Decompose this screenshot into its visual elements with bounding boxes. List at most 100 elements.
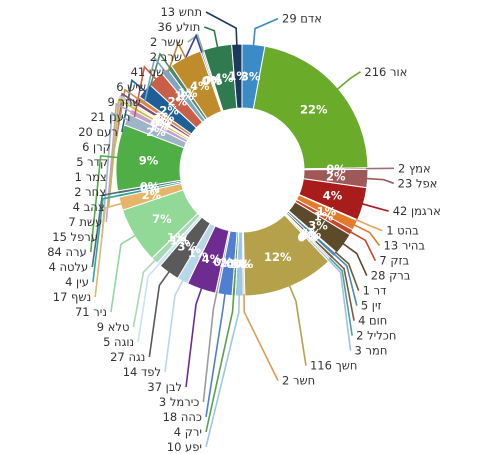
slice-label: צמר 1 — [75, 170, 107, 184]
slice-label: נגה 27 — [110, 350, 145, 364]
slice-label: אפל 23 — [398, 176, 438, 190]
leader-line — [185, 33, 203, 58]
slice-label: ששר 2 — [150, 35, 184, 49]
slice-percent-label: 0% — [213, 255, 233, 269]
slice-percent-label: 4% — [202, 252, 222, 266]
slice-label: רעם 20 — [78, 125, 118, 139]
slice-percent-label: 0% — [234, 257, 254, 271]
percent-labels-layer: 3%22%0%2%4%1%1%3%1%0%0%0%12%0%1%0%2%0%4%… — [139, 69, 347, 271]
slice-percent-label: 2% — [159, 104, 179, 118]
leader-line — [110, 234, 137, 313]
slice-label: כירמל 3 — [159, 395, 199, 409]
leader-line — [336, 71, 361, 91]
slice-label: יפע 10 — [167, 440, 202, 454]
leader-line — [205, 293, 241, 448]
leader-line — [133, 65, 158, 118]
leader-line — [205, 292, 226, 418]
slice-label: ערה 84 — [47, 245, 87, 259]
slice-percent-label: 2% — [326, 169, 346, 183]
leader-line — [148, 270, 171, 358]
slice-percent-label: 1% — [170, 233, 190, 247]
slice-percent-label: 0% — [140, 180, 160, 194]
leader-line — [185, 287, 203, 388]
leader-line — [288, 284, 307, 366]
slice-percent-label: 1% — [188, 246, 208, 260]
leader-line — [202, 291, 218, 403]
leader-line — [333, 253, 358, 306]
slice-label: ערפל 15 — [52, 230, 98, 244]
slice[interactable] — [252, 45, 369, 170]
leader-line — [132, 258, 157, 328]
slice-label: חשר 2 — [282, 374, 315, 388]
slice-label: ברק 28 — [371, 269, 411, 283]
slice-label: עין 4 — [65, 275, 89, 289]
slice-percent-label: 7% — [152, 212, 172, 226]
leader-line — [107, 98, 135, 208]
leader-line — [349, 230, 377, 262]
leader-line — [101, 111, 129, 238]
leader-lines-layer — [89, 11, 395, 448]
leader-line — [365, 177, 394, 185]
leader-line — [205, 11, 238, 47]
slice-percent-label: 1% — [230, 257, 250, 271]
leader-line — [92, 194, 121, 283]
slice-percent-label: 1% — [228, 69, 248, 83]
leader-line — [252, 17, 279, 47]
leader-line — [361, 202, 389, 212]
slice-label: קדר 5 — [76, 155, 108, 169]
slice-percent-label: 0% — [202, 74, 222, 88]
slice-percent-label: 1% — [155, 110, 175, 124]
slice-label: זין 5 — [361, 299, 382, 313]
slice-label: אדם 29 — [282, 12, 322, 26]
slice-percent-label: 0% — [226, 257, 246, 271]
slice[interactable] — [231, 43, 243, 109]
slice-label: עשת 7 — [68, 215, 102, 229]
slice-percent-label: 0% — [299, 230, 319, 244]
slice-percent-label: 0% — [326, 162, 346, 176]
slice-percent-label: 2% — [146, 125, 166, 139]
slice-label: לפד 14 — [123, 365, 161, 379]
slice-label: ארגמן 42 — [393, 204, 441, 218]
slice-percent-label: 1% — [149, 119, 169, 133]
leader-line — [94, 202, 123, 298]
leader-line — [105, 102, 133, 223]
slice-percent-label: 0% — [151, 115, 171, 129]
slice-percent-label: 0% — [297, 231, 317, 245]
slice-label: ירק 4 — [174, 425, 202, 439]
slice-percent-label: 2% — [219, 256, 239, 270]
slice-label: נשף 17 — [53, 290, 91, 304]
slice-label: חשך 116 — [310, 359, 357, 373]
slice-percent-label: 0% — [140, 182, 160, 196]
slice-label: דר 1 — [363, 284, 387, 298]
slice-label: שני 41 — [131, 65, 165, 79]
leader-line — [89, 154, 119, 253]
slice-percent-label: 3% — [178, 239, 198, 253]
slice-percent-label: 22% — [300, 102, 328, 116]
leader-line — [91, 191, 121, 268]
slice-label: שרב 2 — [150, 50, 182, 64]
slice-label: אור 216 — [364, 65, 407, 79]
leader-line — [330, 255, 355, 321]
leader-line — [167, 41, 187, 73]
leader-line — [341, 242, 368, 276]
slice-percent-label: 1% — [302, 226, 322, 240]
leader-line — [355, 218, 383, 232]
leader-line — [143, 56, 167, 103]
slice-percent-label: 2% — [168, 95, 188, 109]
slice-label: חום 4 — [358, 314, 387, 328]
slice-label: כהה 18 — [163, 410, 202, 424]
slice-label: שיש 6 — [116, 80, 146, 94]
leader-line — [205, 293, 235, 433]
slice-percent-label: 1% — [317, 204, 337, 218]
leader-line — [243, 293, 279, 382]
slice-percent-label: 1% — [178, 86, 198, 100]
slice-percent-label: 0% — [300, 228, 320, 242]
slice-label: תולע 36 — [158, 20, 201, 34]
slice-label: בזק 7 — [379, 254, 409, 268]
slice-label: טלא 9 — [97, 320, 130, 334]
leader-line — [353, 223, 381, 247]
slice-label: תחש 13 — [160, 5, 202, 19]
leader-line — [187, 33, 205, 53]
leader-line — [114, 88, 141, 148]
